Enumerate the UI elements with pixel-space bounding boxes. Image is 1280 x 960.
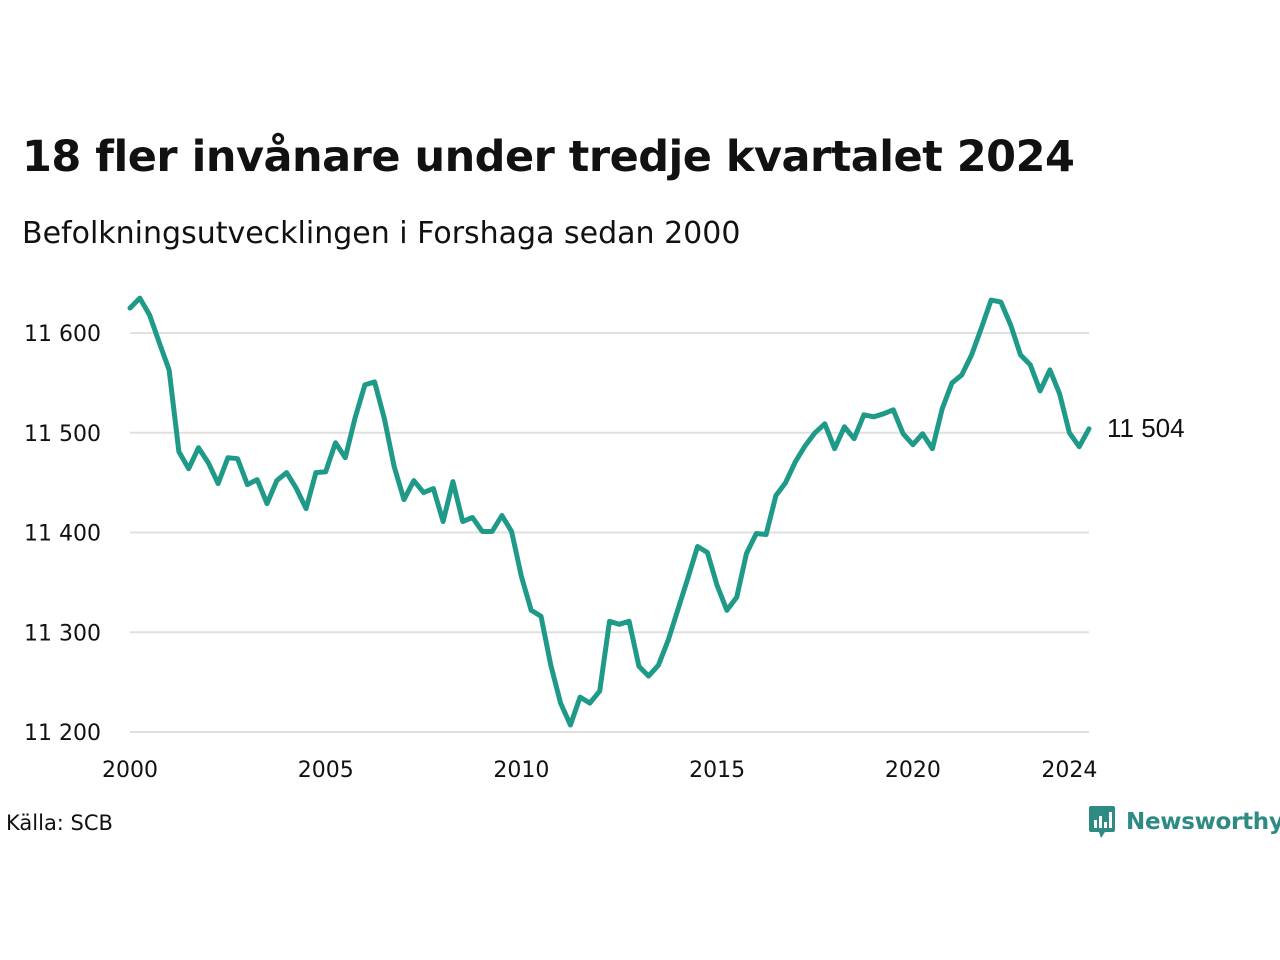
end-value-label-group: 11 504 [1107,413,1185,443]
brand-name: Newsworthy [1126,809,1280,835]
series-group [127,295,1092,728]
y-tick-label-11500: 11 500 [24,422,101,447]
x-tick-label-2015: 2015 [689,758,745,783]
end-value-label: 11 504 [1107,413,1185,443]
y-tick-label-11300: 11 300 [24,621,101,646]
x-tick-label-2010: 2010 [493,758,549,783]
chart-title: 18 fler invånare under tredje kvartalet … [22,132,1075,182]
y-tick-label-11400: 11 400 [24,522,101,547]
source-note: Källa: SCB [6,811,113,835]
bar-chart-speech-bubble-icon [1089,806,1115,838]
x-axis-tick-labels: 2000 2005 2010 2015 2020 2024 [102,758,1097,783]
chart-subtitle: Befolkningsutvecklingen i Forshaga sedan… [22,216,741,251]
brand-logo[interactable]: Newsworthy [1088,804,1280,840]
y-tick-label-11200: 11 200 [24,721,101,746]
y-tick-label-11600: 11 600 [24,322,101,347]
x-tick-label-2000: 2000 [102,758,158,783]
series-line [127,295,1092,728]
x-tick-label-2005: 2005 [298,758,354,783]
y-axis-tick-labels: 11 200 11 300 11 400 11 500 11 600 [24,322,101,746]
x-tick-label-2020: 2020 [885,758,941,783]
gridlines [130,332,1089,733]
x-tick-label-2024: 2024 [1041,758,1097,783]
